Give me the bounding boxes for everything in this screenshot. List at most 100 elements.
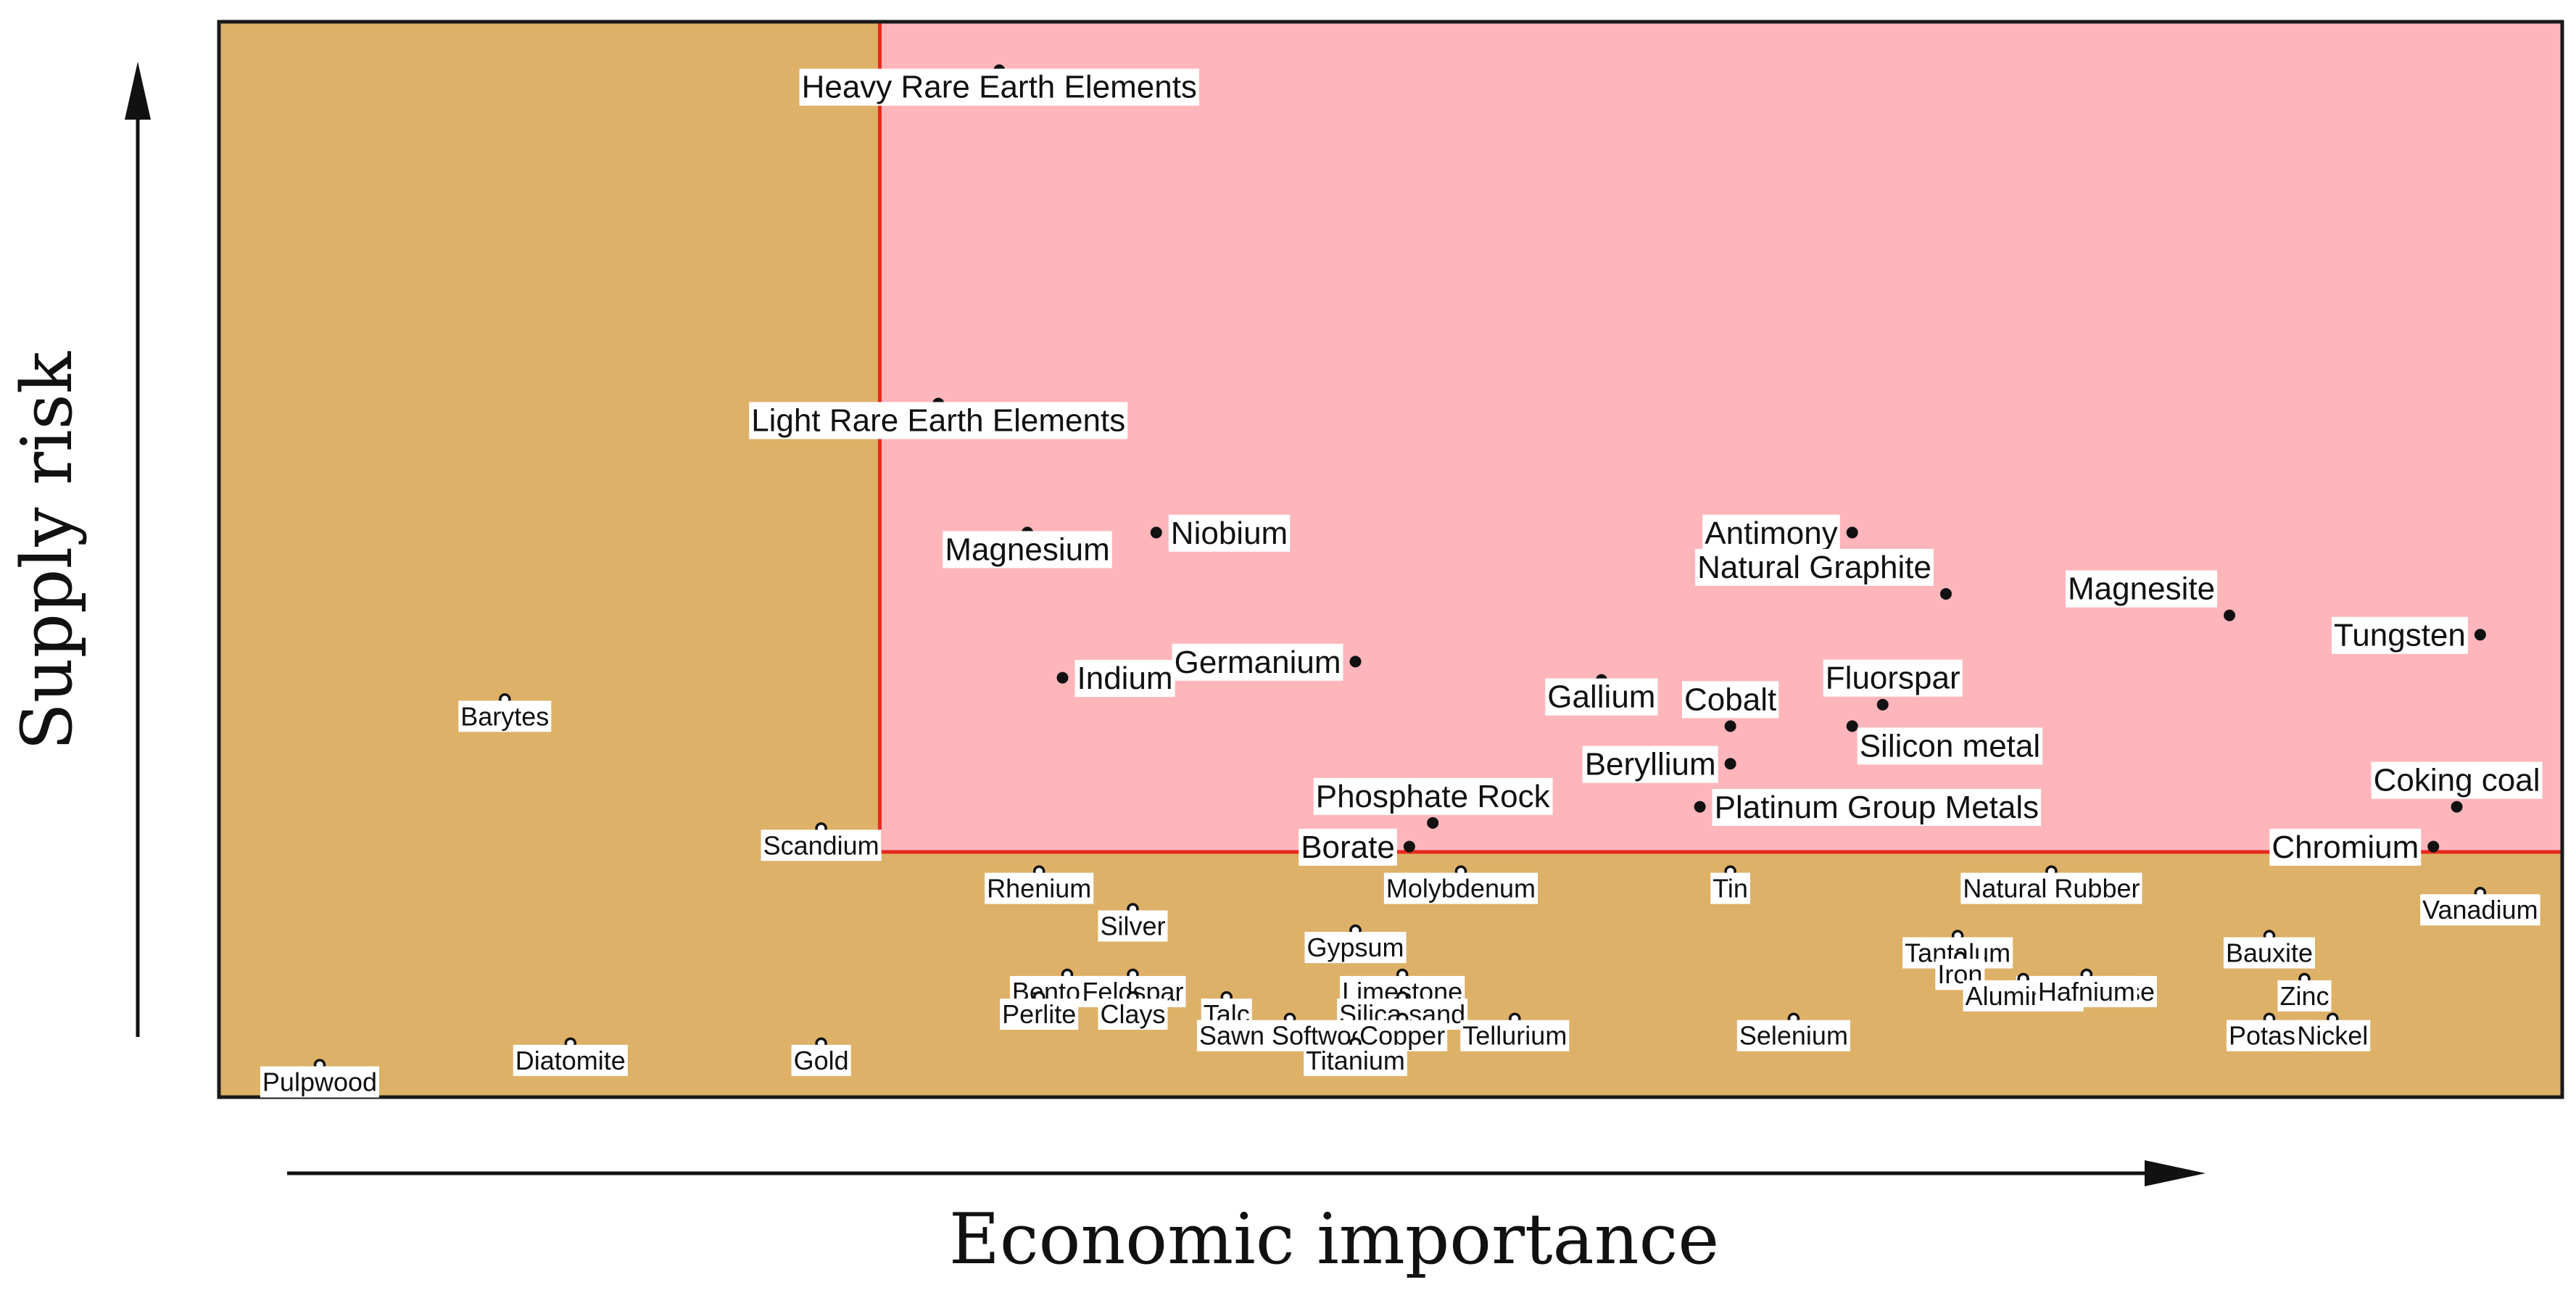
point-label: Tin xyxy=(1712,874,1748,904)
point-label: Scandium xyxy=(763,830,879,860)
point-label-background xyxy=(1736,1020,1850,1051)
point-label-background xyxy=(1098,910,1168,942)
data-point: Vanadium xyxy=(2420,886,2540,926)
data-point: Gypsum xyxy=(1304,924,1407,964)
point-label-background xyxy=(1000,999,1079,1030)
point-label: Selenium xyxy=(1739,1021,1848,1051)
data-point: Rhenium xyxy=(985,865,1094,904)
point-label: Hafnium xyxy=(2038,977,2135,1006)
point-label-background xyxy=(761,830,882,861)
critical-region xyxy=(877,20,2564,854)
point-label-background xyxy=(2332,616,2468,654)
point-label: Magnesium xyxy=(945,532,1109,567)
data-point: Cobalt xyxy=(1682,681,1779,732)
point-label-background xyxy=(1545,678,1658,716)
point-label-background xyxy=(1172,643,1343,681)
point-label: Clays xyxy=(1100,999,1165,1029)
data-point: Gallium xyxy=(1545,674,1658,716)
point-marker-filled xyxy=(1056,671,1069,684)
data-point: Nickel xyxy=(2295,1012,2371,1051)
data-point: Magnesite xyxy=(2066,570,2236,621)
data-point: Gold xyxy=(791,1037,851,1076)
point-label-background xyxy=(1098,999,1168,1030)
point-label-background xyxy=(458,700,552,732)
point-label-background xyxy=(2066,570,2218,608)
point-label-background xyxy=(1313,777,1553,815)
x-axis-arrowhead xyxy=(2145,1160,2206,1186)
point-label: Heavy Rare Earth Elements xyxy=(802,70,1197,105)
point-label: Tungsten xyxy=(2334,618,2466,653)
point-label-background xyxy=(2277,980,2332,1012)
point-label: Vanadium xyxy=(2422,895,2538,925)
point-label: Chromium xyxy=(2271,830,2419,865)
point-marker-filled xyxy=(2474,629,2486,641)
point-label-background xyxy=(260,1066,380,1098)
point-label-background xyxy=(1299,828,1397,866)
point-marker-filled xyxy=(1427,817,1439,829)
point-label: Magnesite xyxy=(2068,571,2215,607)
point-label-background xyxy=(1960,872,2142,904)
point-marker-filled xyxy=(1150,526,1162,539)
point-label: Gold xyxy=(794,1046,849,1075)
point-label-background xyxy=(1682,681,1779,719)
data-point: Silver xyxy=(1098,903,1168,942)
point-label: Bauxite xyxy=(2226,938,2313,968)
point-label-background xyxy=(985,872,1094,904)
data-point: Niobium xyxy=(1150,514,1291,552)
point-label-background xyxy=(1304,1044,1407,1076)
data-point: Barytes xyxy=(458,693,552,732)
point-label-background xyxy=(1695,548,1934,586)
point-marker-filled xyxy=(1876,698,1889,711)
data-point: Molybdenum xyxy=(1383,865,1538,904)
point-marker-filled xyxy=(1724,758,1736,770)
point-label: Silicon metal xyxy=(1860,728,2040,764)
point-label: Niobium xyxy=(1171,516,1288,551)
point-label-background xyxy=(1074,660,1175,698)
point-marker-filled xyxy=(1403,840,1415,853)
point-label: Zinc xyxy=(2279,981,2329,1011)
point-label: Gallium xyxy=(1547,679,1655,715)
point-label-background xyxy=(1710,872,1750,904)
point-label: Fluorspar xyxy=(1826,661,1960,696)
point-label-background xyxy=(2371,761,2543,799)
data-point: Borate xyxy=(1299,828,1415,866)
point-label: Coking coal xyxy=(2374,763,2540,798)
point-label-background xyxy=(1383,872,1538,904)
point-label: Natural Rubber xyxy=(1963,874,2140,904)
point-label-background xyxy=(2269,828,2422,866)
point-label: Cobalt xyxy=(1684,682,1776,717)
point-marker-filled xyxy=(2224,609,2236,621)
point-label-background xyxy=(1304,932,1407,964)
data-point: Perlite xyxy=(1000,991,1079,1030)
plot-frame xyxy=(217,20,2564,1099)
data-point: Clays xyxy=(1098,991,1168,1030)
point-label: Rhenium xyxy=(987,874,1091,904)
point-label-background xyxy=(2035,975,2137,1007)
point-label: Phosphate Rock xyxy=(1316,779,1551,814)
point-marker-filled xyxy=(2427,840,2440,853)
data-point: Silicon metal xyxy=(1846,720,2043,765)
point-label: Germanium xyxy=(1175,645,1341,680)
data-point: Selenium xyxy=(1736,1012,1850,1051)
point-marker-filled xyxy=(1724,720,1736,732)
point-label: Gypsum xyxy=(1306,933,1404,962)
point-label: Barytes xyxy=(460,701,549,731)
point-label-background xyxy=(943,531,1112,569)
point-label: Titanium xyxy=(1306,1046,1405,1075)
data-point: Chromium xyxy=(2269,828,2440,866)
data-point: Heavy Rare Earth Elements xyxy=(799,64,1199,106)
point-label-background xyxy=(1823,659,1963,697)
y-axis-title: Supply risk xyxy=(7,351,88,751)
point-label: Beryllium xyxy=(1585,747,1716,782)
point-label-background xyxy=(1582,745,1718,783)
data-point: Natural Rubber xyxy=(1960,865,2142,904)
point-label: Natural Graphite xyxy=(1697,550,1931,585)
point-label-background xyxy=(1460,1020,1570,1051)
point-label: Indium xyxy=(1077,661,1173,696)
data-point: Light Rare Earth Elements xyxy=(749,397,1128,439)
data-point: Phosphate Rock xyxy=(1313,777,1553,829)
data-point: Zinc xyxy=(2277,972,2332,1012)
point-label-background xyxy=(2295,1020,2371,1051)
point-label: Silver xyxy=(1100,911,1165,941)
data-point: Bauxite xyxy=(2223,930,2316,969)
